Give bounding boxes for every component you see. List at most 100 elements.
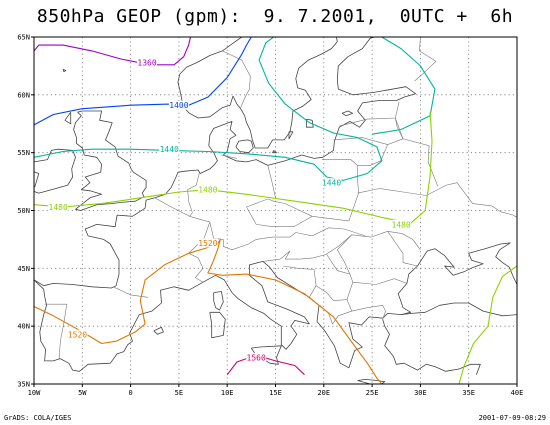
map-title: 850hPa GEOP (gpm): 9. 7.2001, 0UTC + 6h	[36, 6, 514, 27]
coastline	[251, 37, 338, 149]
country-border	[223, 232, 296, 251]
contour-labels-layer: 1360 1400 1440 1440 1480 1480 1480 1520 1520 1560	[48, 57, 412, 362]
contour-label-bg	[48, 202, 69, 212]
lon-tick-label: 20E	[317, 389, 330, 397]
country-border	[284, 234, 352, 260]
coastline	[209, 311, 226, 339]
country-border	[187, 173, 200, 213]
coastline	[34, 242, 517, 372]
coastline	[177, 37, 242, 119]
country-border	[262, 250, 291, 262]
contour-label-bg	[246, 352, 267, 362]
coastline	[62, 69, 67, 73]
coastline	[235, 139, 254, 154]
country-border	[336, 37, 337, 38]
contour-1440	[372, 37, 436, 135]
country-border	[188, 216, 211, 283]
coastline	[288, 131, 294, 140]
coastline	[34, 37, 416, 289]
contour-label: 1440	[322, 179, 341, 188]
coastline	[382, 319, 481, 375]
contour-label-bg	[67, 329, 88, 339]
contour-1440	[34, 37, 383, 181]
country-border	[222, 50, 251, 108]
lon-tick-label: 15E	[269, 389, 282, 397]
coastline	[272, 150, 277, 154]
lat-tick-label: 60N	[17, 91, 30, 99]
lon-tick-label: 30E	[414, 389, 427, 397]
coastline	[64, 111, 72, 125]
lon-tick-label: 40E	[511, 389, 524, 397]
country-border	[387, 231, 421, 250]
contour-label-bg	[197, 238, 218, 248]
country-border	[339, 101, 400, 127]
country-border	[321, 159, 359, 221]
coastline	[153, 326, 164, 335]
coastline	[401, 302, 517, 317]
country-border	[346, 299, 353, 312]
country-borders-layer	[44, 37, 517, 359]
lat-tick-label: 40N	[17, 323, 30, 331]
contour-label: 1360	[137, 58, 156, 67]
contour-1520	[34, 238, 383, 384]
coastline	[213, 291, 224, 311]
lon-tick-label: 35E	[462, 389, 475, 397]
country-border	[357, 117, 404, 166]
footer-credit: GrADS: COLA/IGES	[4, 414, 72, 422]
contour-label: 1560	[247, 353, 266, 362]
country-border	[357, 182, 458, 196]
lat-tick-label: 50N	[17, 207, 30, 215]
contour-1360	[34, 37, 192, 66]
country-border	[336, 230, 418, 275]
country-border	[352, 278, 408, 285]
country-border	[246, 198, 349, 222]
contour-1400	[34, 37, 252, 126]
coastline	[357, 379, 386, 384]
country-border	[333, 137, 388, 145]
contour-label-bg	[159, 144, 180, 154]
contour-1480	[34, 112, 433, 224]
axis-tick-labels: 10W 5W 0 5E 10E 15E 20E 25E 30E 35E 40E 35N 40N 45N 50…	[17, 34, 523, 398]
contour-label-bg	[197, 185, 218, 195]
lat-tick-label: 35N	[17, 381, 30, 389]
country-border	[283, 265, 317, 298]
contour-label: 1400	[169, 101, 188, 110]
lat-tick-label: 65N	[17, 34, 30, 42]
country-border	[295, 227, 345, 237]
country-border	[209, 222, 224, 240]
lon-tick-label: 5E	[175, 389, 183, 397]
country-border	[221, 154, 237, 159]
country-border	[315, 254, 354, 302]
lon-tick-label: 10W	[28, 389, 41, 397]
country-border	[154, 197, 193, 217]
country-border	[44, 303, 68, 359]
country-border	[414, 37, 437, 82]
coastline	[341, 110, 354, 117]
footer-timestamp: 2001-07-09-08:29	[478, 414, 546, 422]
contour-label-bg	[391, 219, 412, 229]
country-border	[267, 165, 276, 198]
coastline	[34, 148, 76, 194]
graticule-grid	[34, 37, 517, 384]
country-border	[113, 286, 149, 298]
contour-label-bg	[137, 57, 158, 67]
coastlines-layer	[34, 37, 517, 384]
lat-tick-label: 55N	[17, 149, 30, 157]
contour-label: 1480	[49, 203, 68, 212]
country-border	[395, 117, 439, 187]
lon-tick-label: 10E	[221, 389, 234, 397]
lon-tick-label: 25E	[366, 389, 379, 397]
lon-tick-label: 5W	[78, 389, 87, 397]
contour-label: 1440	[160, 145, 179, 154]
contour-label: 1520	[198, 239, 217, 248]
country-border	[456, 182, 517, 218]
coastline	[232, 95, 253, 140]
contour-label-bg	[321, 178, 342, 188]
coastline	[73, 110, 147, 211]
contour-label: 1480	[391, 220, 410, 229]
contour-label-bg	[168, 100, 189, 110]
lon-tick-label: 0	[128, 389, 132, 397]
contour-1480	[458, 265, 517, 384]
contour-label: 1520	[68, 330, 87, 339]
